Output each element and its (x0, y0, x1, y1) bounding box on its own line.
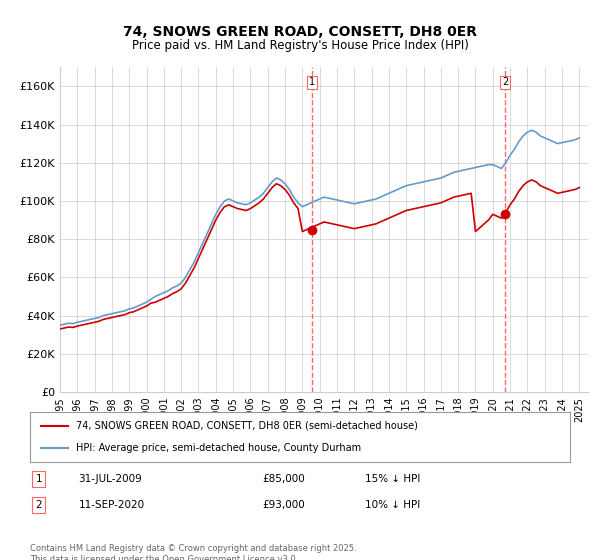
Text: Contains HM Land Registry data © Crown copyright and database right 2025.
This d: Contains HM Land Registry data © Crown c… (30, 544, 356, 560)
Text: Price paid vs. HM Land Registry's House Price Index (HPI): Price paid vs. HM Land Registry's House … (131, 39, 469, 52)
Text: £85,000: £85,000 (262, 474, 305, 484)
Text: 15% ↓ HPI: 15% ↓ HPI (365, 474, 420, 484)
Text: 31-JUL-2009: 31-JUL-2009 (79, 474, 142, 484)
Text: 1: 1 (310, 77, 316, 87)
Text: 11-SEP-2020: 11-SEP-2020 (79, 500, 145, 510)
Text: 74, SNOWS GREEN ROAD, CONSETT, DH8 0ER (semi-detached house): 74, SNOWS GREEN ROAD, CONSETT, DH8 0ER (… (76, 421, 418, 431)
Text: HPI: Average price, semi-detached house, County Durham: HPI: Average price, semi-detached house,… (76, 443, 361, 453)
Text: £93,000: £93,000 (262, 500, 305, 510)
Text: 2: 2 (35, 500, 42, 510)
Text: 1: 1 (35, 474, 42, 484)
Text: 10% ↓ HPI: 10% ↓ HPI (365, 500, 420, 510)
Text: 2: 2 (502, 77, 508, 87)
Text: 74, SNOWS GREEN ROAD, CONSETT, DH8 0ER: 74, SNOWS GREEN ROAD, CONSETT, DH8 0ER (123, 25, 477, 39)
